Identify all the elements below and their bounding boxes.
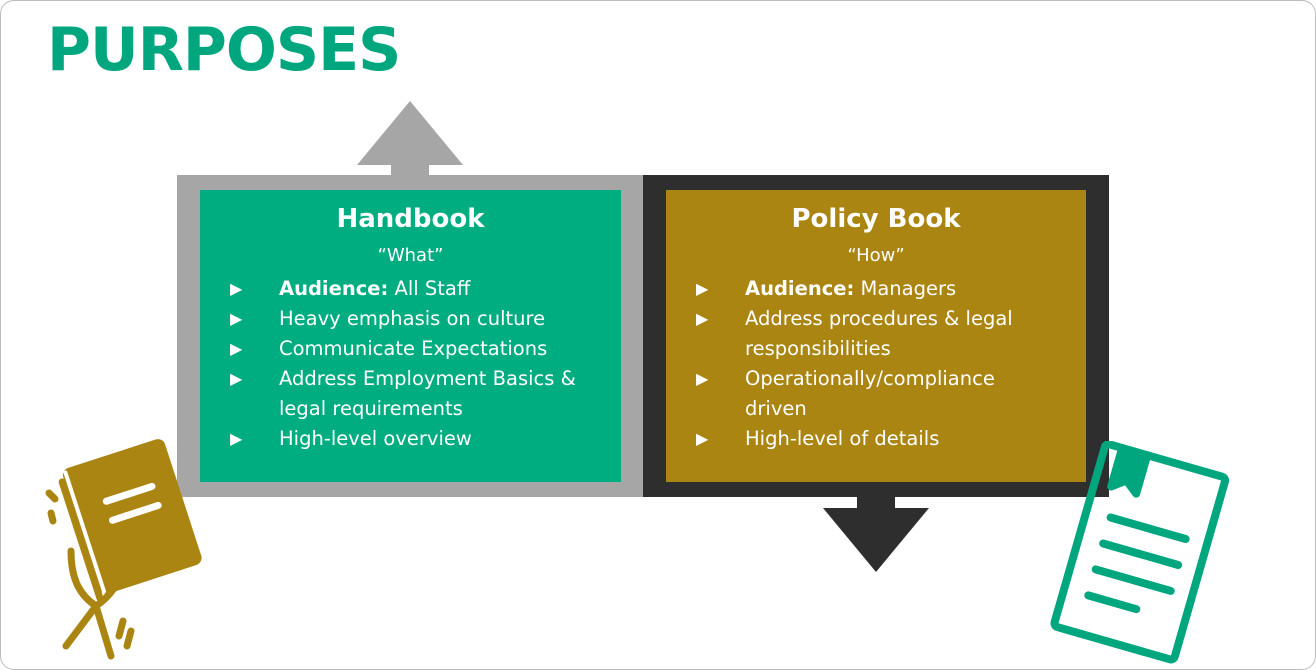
list-item: ▶ Address procedures & legal responsibili… bbox=[694, 304, 1078, 364]
list-item-text: All Staff bbox=[388, 277, 471, 300]
play-triangle-icon: ▶ bbox=[230, 429, 243, 448]
list-item: ▶ Communicate Expectations bbox=[228, 334, 613, 364]
play-triangle-icon: ▶ bbox=[696, 309, 709, 328]
play-triangle-icon: ▶ bbox=[230, 279, 243, 298]
arrow-down-icon bbox=[823, 508, 929, 572]
handbook-heading: Handbook bbox=[336, 204, 485, 234]
list-item-text: Address Employment Basics & legal requir… bbox=[279, 367, 576, 420]
list-item-text: Operationally/compliance driven bbox=[745, 367, 995, 420]
list-item-text: High-level overview bbox=[279, 427, 472, 450]
handbook-panel: Handbook “What” ▶ Audience: All Staff ▶ He… bbox=[200, 190, 621, 482]
list-item: ▶ Audience: Managers bbox=[694, 274, 1078, 304]
policy-book-heading: Policy Book bbox=[791, 204, 961, 234]
list-item-bold: Audience: bbox=[745, 277, 855, 300]
policy-book-list: ▶ Audience: Managers ▶ Address procedures … bbox=[694, 274, 1078, 454]
bookmarked-document-icon bbox=[1050, 441, 1230, 664]
play-triangle-icon: ▶ bbox=[696, 429, 709, 448]
list-item-text: Heavy emphasis on culture bbox=[279, 307, 546, 330]
policy-book-subheading: “How” bbox=[847, 245, 905, 266]
play-triangle-icon: ▶ bbox=[696, 369, 709, 388]
handbook-list: ▶ Audience: All Staff ▶ Heavy emphasis on … bbox=[228, 274, 613, 454]
arrow-down-stem bbox=[857, 495, 895, 509]
list-item: ▶ Address Employment Basics & legal requi… bbox=[228, 364, 613, 424]
play-triangle-icon: ▶ bbox=[696, 279, 709, 298]
list-item-text: Address procedures & legal responsibilit… bbox=[745, 307, 1013, 360]
arrow-up-icon bbox=[357, 101, 463, 165]
arrow-up-stem bbox=[391, 164, 429, 178]
page-title: PURPOSES bbox=[47, 15, 401, 85]
play-triangle-icon: ▶ bbox=[230, 309, 243, 328]
list-item: ▶ Audience: All Staff bbox=[228, 274, 613, 304]
list-item: ▶ High-level overview bbox=[228, 424, 613, 454]
list-item: ▶ Operationally/compliance driven bbox=[694, 364, 1078, 424]
play-triangle-icon: ▶ bbox=[230, 339, 243, 358]
handbook-subheading: “What” bbox=[377, 245, 444, 266]
list-item-text: Communicate Expectations bbox=[279, 337, 548, 360]
list-item-text: Managers bbox=[854, 277, 957, 300]
policy-book-panel: Policy Book “How” ▶ Audience: Managers ▶ A… bbox=[666, 190, 1086, 482]
play-triangle-icon: ▶ bbox=[230, 369, 243, 388]
list-item-text: High-level of details bbox=[745, 427, 940, 450]
hand-holding-book-icon bbox=[45, 439, 202, 660]
list-item-bold: Audience: bbox=[279, 277, 389, 300]
list-item: ▶ High-level of details bbox=[694, 424, 1078, 454]
list-item: ▶ Heavy emphasis on culture bbox=[228, 304, 613, 334]
